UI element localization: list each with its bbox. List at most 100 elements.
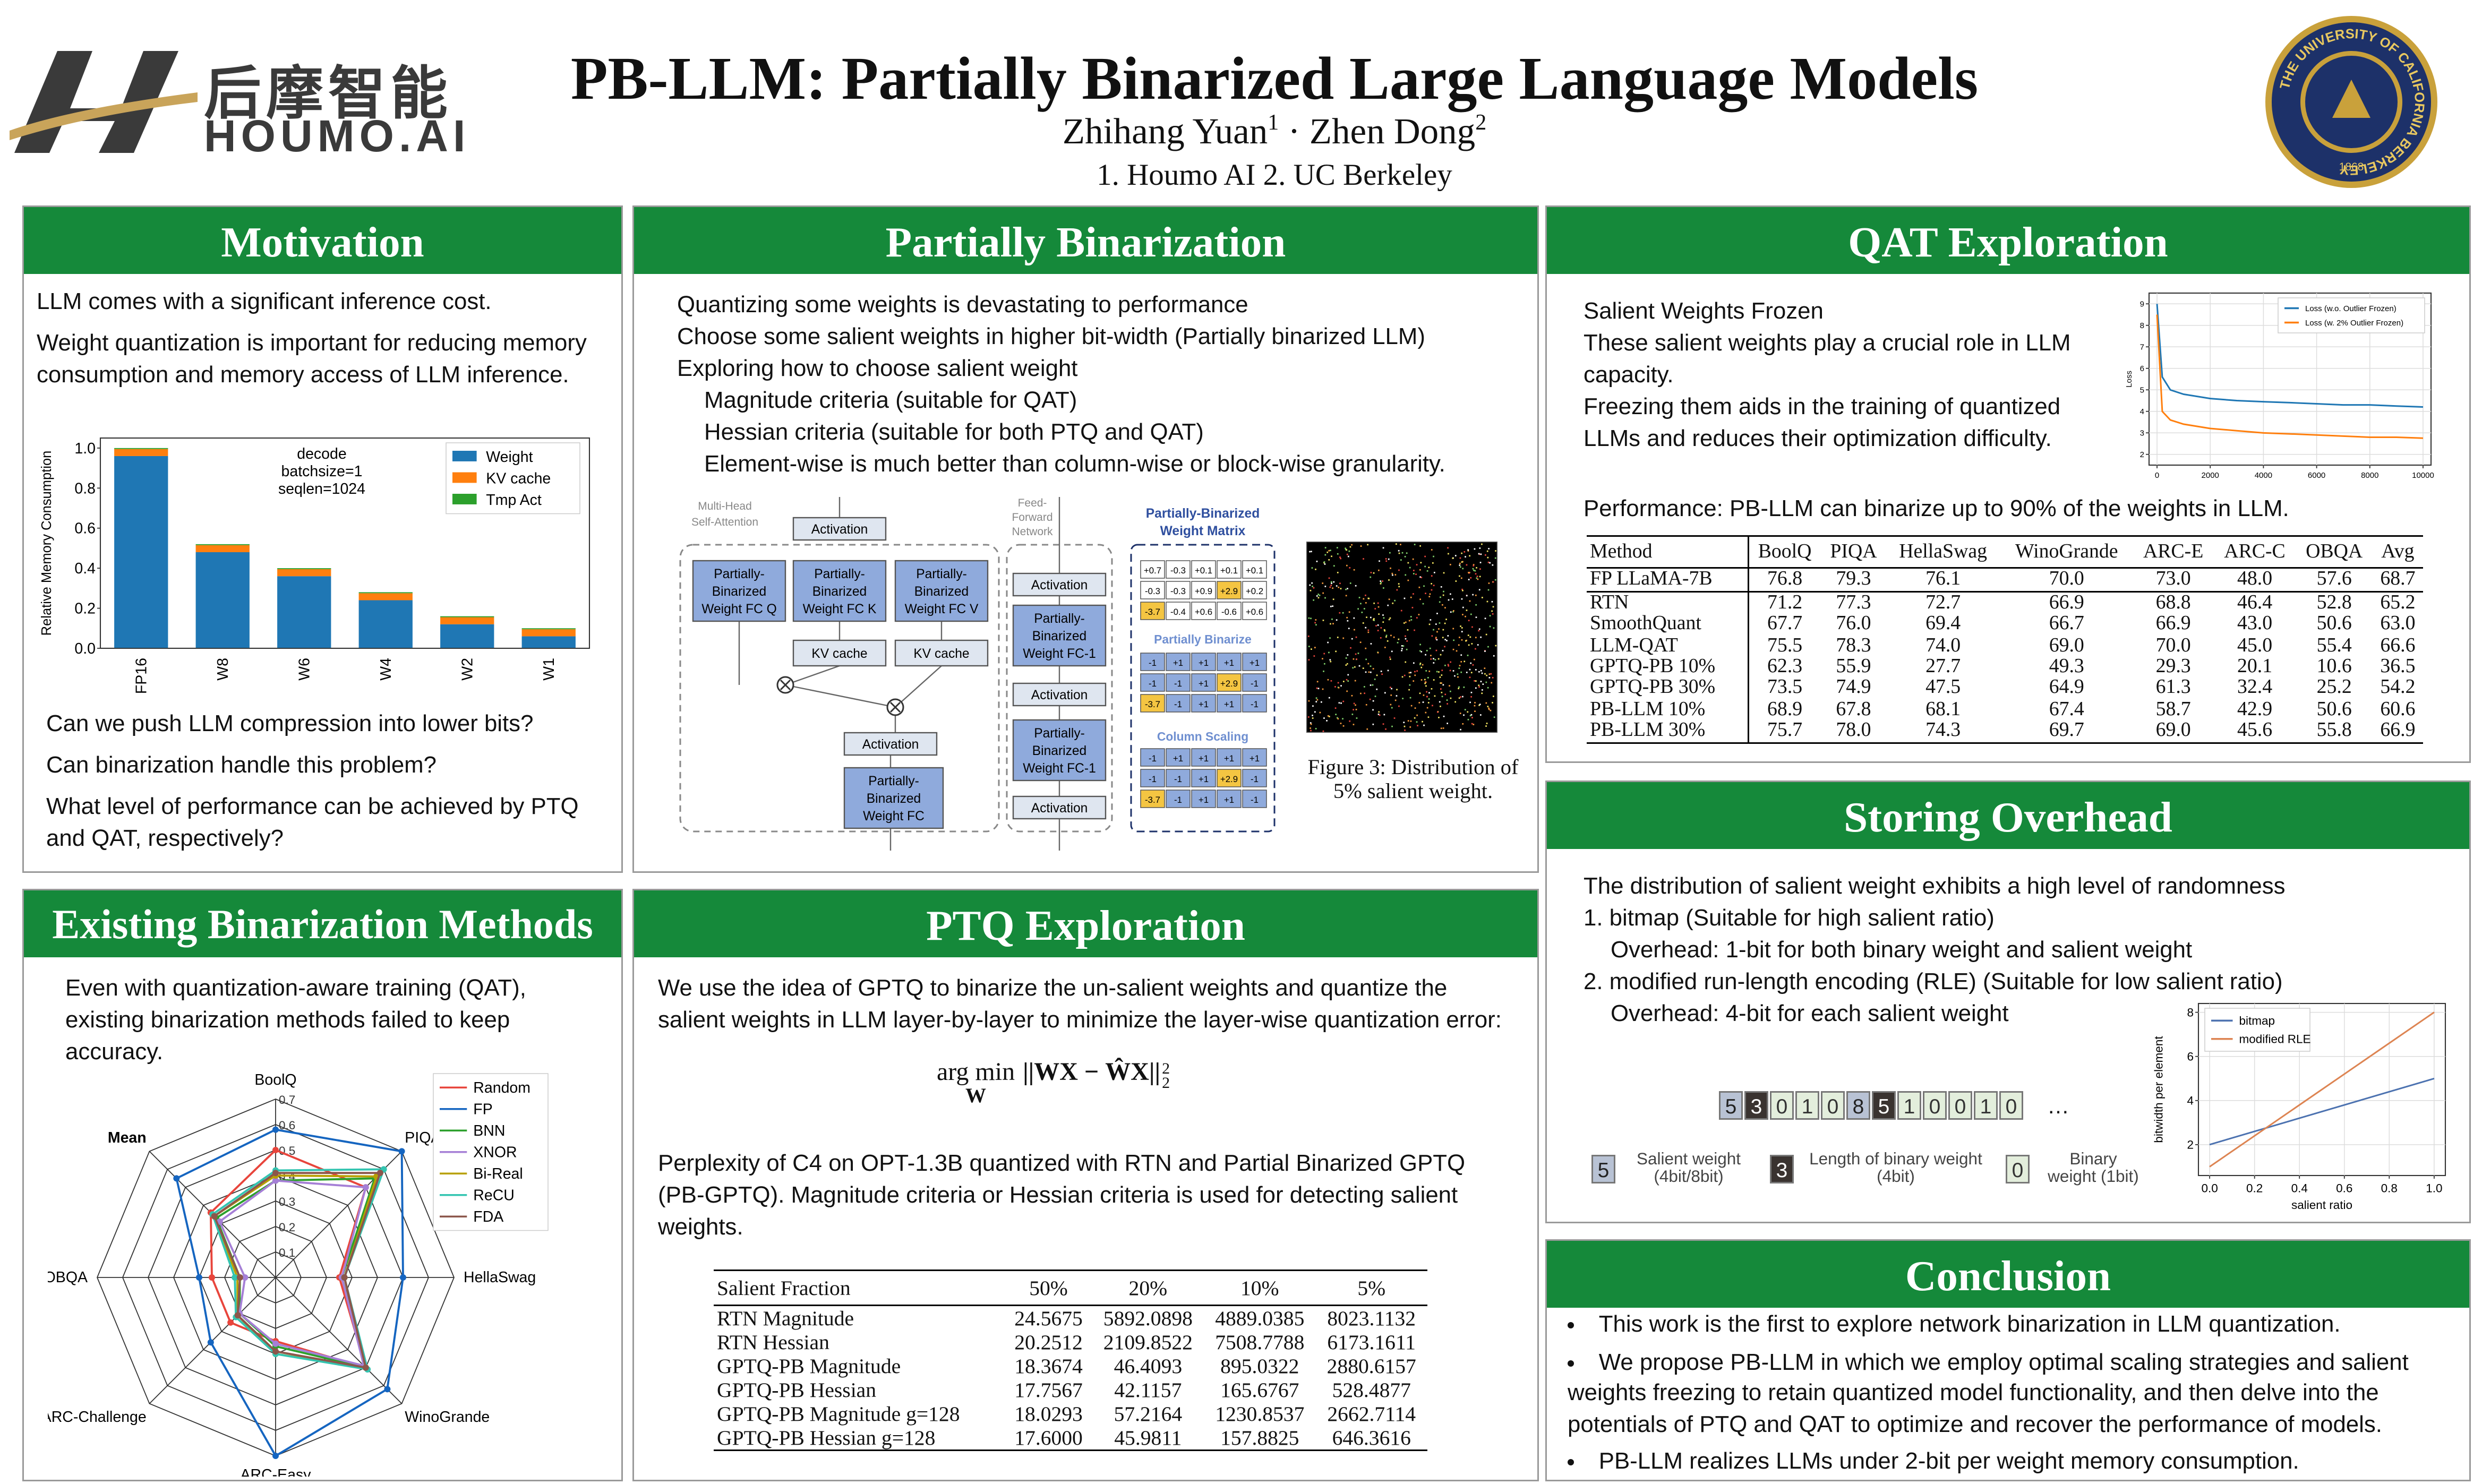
pixel	[1326, 551, 1329, 553]
matrix-value: +2.9	[1220, 679, 1238, 689]
paragraphs: LLM comes with a significant inference c…	[37, 287, 602, 401]
pixel	[1475, 687, 1477, 689]
pixel	[1462, 696, 1463, 698]
separator: ·	[1288, 111, 1300, 151]
pixel	[1428, 671, 1431, 672]
cell: 20.1	[2237, 655, 2273, 677]
pixel	[1311, 567, 1313, 569]
cell: 45.9811	[1114, 1426, 1182, 1449]
pixel	[1347, 674, 1349, 676]
pixel	[1390, 634, 1392, 637]
pixel	[1361, 612, 1363, 613]
box-label: Partially-	[814, 567, 865, 581]
pixel	[1442, 637, 1444, 639]
pixel	[1486, 550, 1488, 552]
pixel	[1444, 693, 1447, 696]
pixel	[1459, 637, 1460, 638]
pixel	[1377, 602, 1379, 604]
pixel	[1400, 610, 1402, 612]
point	[272, 1126, 279, 1133]
author: Zhihang Yuan	[1062, 111, 1268, 151]
y-tick-label: 7	[2140, 343, 2144, 352]
line: Quantizing some weights is devastating t…	[677, 293, 1248, 319]
pixel	[1414, 629, 1415, 631]
pixel	[1419, 569, 1421, 571]
matrix-cell	[1191, 769, 1216, 787]
pixel	[1487, 561, 1490, 563]
matrix-cell	[1166, 769, 1191, 787]
cell: 54.2	[2380, 676, 2416, 699]
panel-heading: QAT Exploration	[1547, 207, 2469, 274]
matrix-cell	[1191, 581, 1216, 599]
pixel	[1309, 551, 1311, 553]
pixel	[1339, 582, 1341, 585]
pixel	[1313, 655, 1315, 657]
pixel	[1317, 688, 1320, 690]
pixel	[1308, 646, 1310, 647]
cell: 43.0	[2237, 612, 2273, 634]
cell: 36.5	[2380, 655, 2416, 677]
pixel	[1467, 634, 1469, 636]
pixel	[1426, 707, 1428, 709]
cell: 78.0	[1836, 718, 1871, 741]
seal: THE UNIVERSITY OF CALIFORNIA BERKELEY 18…	[2265, 16, 2437, 188]
sequence-cell: 0	[1923, 1091, 1947, 1120]
pixel	[1433, 629, 1434, 631]
pixel	[1367, 629, 1370, 631]
line: Hessian criteria (suitable for both PTQ …	[704, 421, 1204, 446]
pixel	[1474, 702, 1476, 704]
seal-year: 1868	[2339, 161, 2364, 173]
pixel	[1413, 662, 1415, 664]
pixel	[1489, 562, 1491, 564]
pixel	[1337, 572, 1339, 573]
point	[173, 1175, 180, 1182]
pixel	[1434, 695, 1436, 697]
pixel	[1488, 673, 1491, 675]
pixel	[1475, 669, 1477, 671]
cell: 528.4877	[1332, 1378, 1411, 1402]
pixel	[1469, 555, 1470, 557]
pixel	[1396, 695, 1398, 697]
text: Even with quantization-aware training (Q…	[65, 976, 526, 1066]
pixel	[1312, 717, 1314, 719]
line: Salient Weights Frozen	[1584, 299, 1824, 325]
pixel	[1465, 556, 1466, 557]
pixel	[1469, 636, 1471, 638]
lines: Quantizing some weights is devastating t…	[677, 290, 1537, 481]
pixel	[1468, 620, 1470, 621]
pixel	[1410, 672, 1411, 674]
cell: 4889.0385	[1215, 1306, 1305, 1330]
pixel	[1313, 587, 1315, 589]
pixel	[1323, 671, 1324, 672]
matrix-value: +0.6	[1246, 607, 1263, 617]
pixel	[1442, 650, 1444, 651]
ellipsis: …	[2047, 1093, 2069, 1118]
pixel	[1328, 577, 1330, 579]
matrix-cell	[1140, 673, 1165, 692]
cell: 76.8	[1748, 568, 1821, 593]
row: GPTQ-PB 30% 73.5 74.9 47.5 64.9 61.3 32.4 25.2 5…	[1587, 676, 2423, 699]
cell: 42.1157	[1114, 1378, 1182, 1402]
bar-segment	[440, 624, 494, 648]
pixel	[1492, 581, 1494, 583]
pixel	[1446, 640, 1448, 641]
bar-segment	[358, 592, 413, 594]
pixel	[1478, 589, 1480, 591]
point	[362, 1364, 369, 1371]
pixel	[1380, 627, 1382, 629]
column-header: ARC-C	[2224, 540, 2286, 562]
pixel	[1353, 709, 1354, 710]
pixel	[1428, 623, 1431, 625]
pixel	[1453, 610, 1454, 612]
cell: 2109.8522	[1103, 1330, 1193, 1354]
row: GPTQ-PB 10% 62.3 55.9 27.7 49.3 29.3 20.1 10.6 3…	[1587, 655, 2423, 678]
pixel	[1433, 555, 1434, 557]
pixel	[1481, 543, 1483, 545]
pixel	[1473, 564, 1475, 565]
pixel	[1444, 622, 1446, 624]
qat-table: Method BoolQ PIQA HellaSwag WinoGrande ARC-E A…	[1587, 535, 2423, 743]
pixel	[1368, 671, 1370, 673]
pixel	[1433, 662, 1435, 664]
pixel	[1328, 651, 1330, 654]
pixel	[1329, 659, 1331, 661]
